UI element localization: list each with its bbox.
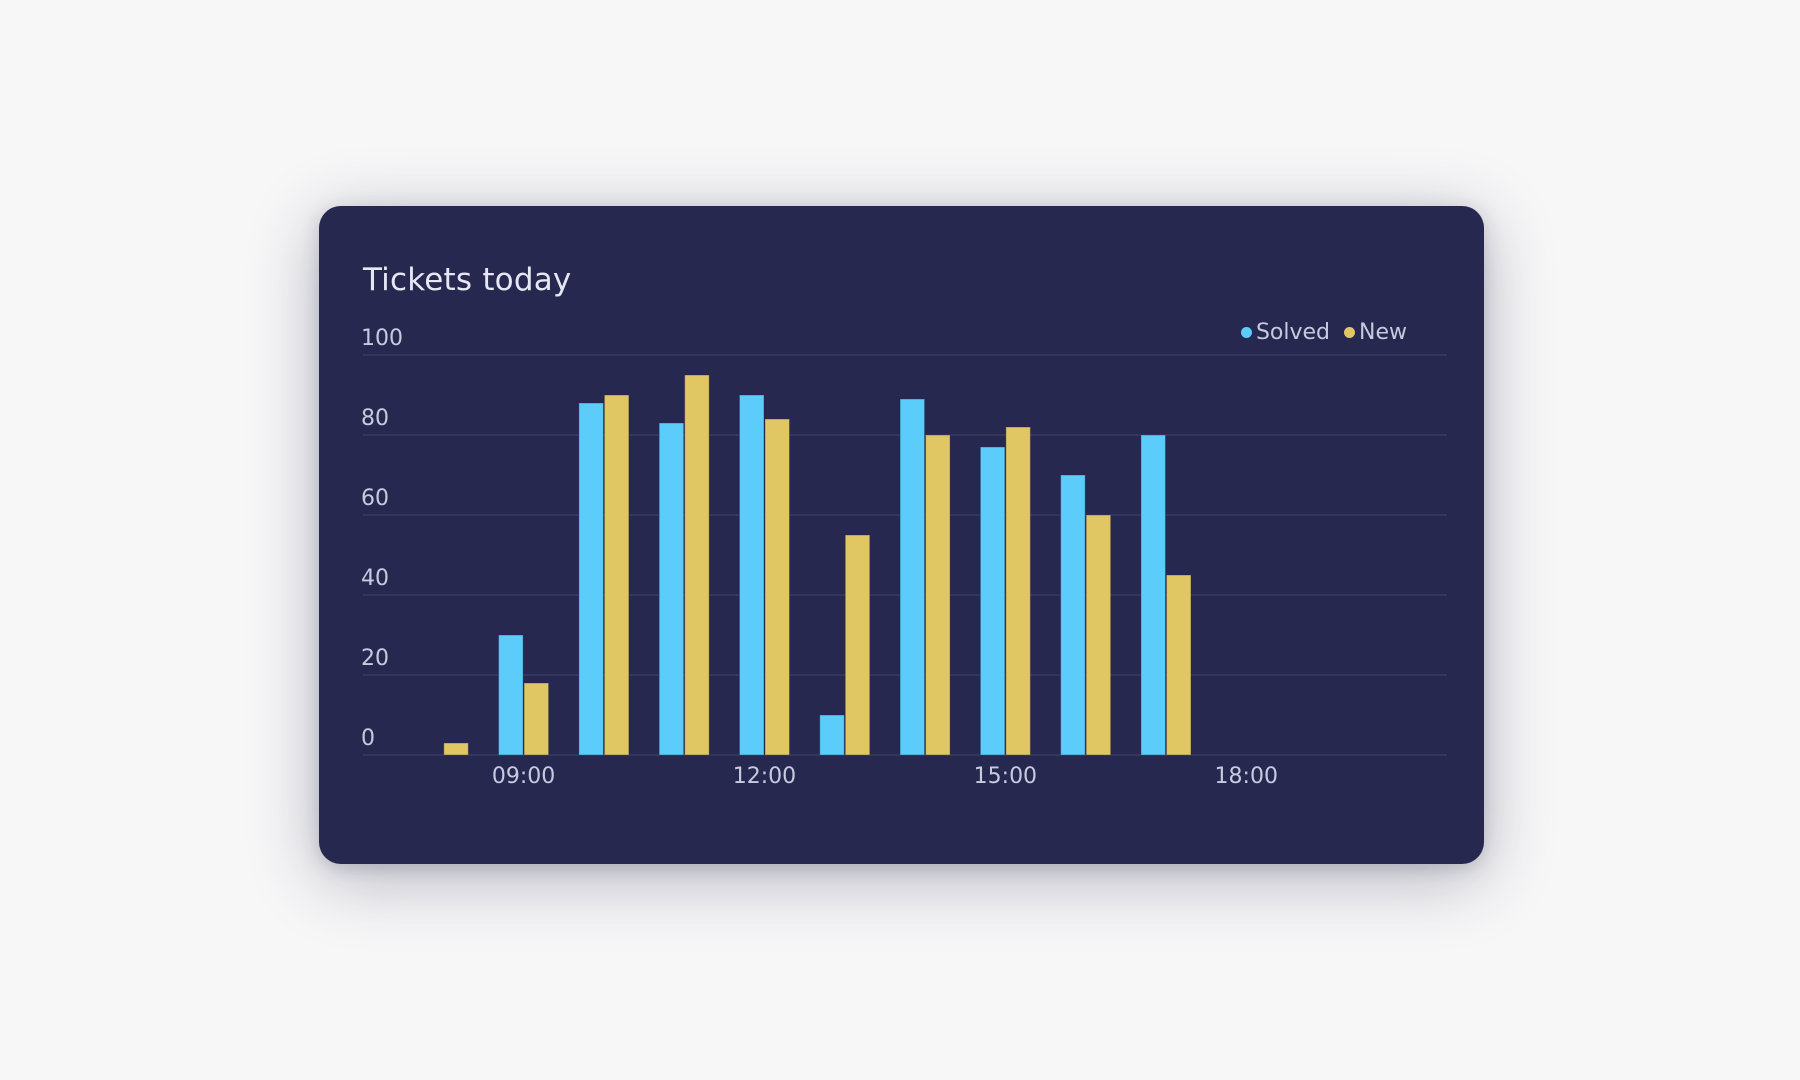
bar-new-1300	[844, 534, 871, 756]
bar-solved-1300	[819, 714, 845, 756]
legend-dot-solved	[1240, 327, 1252, 338]
bar-solved-1400	[899, 398, 926, 756]
legend-label-new: New	[1359, 320, 1407, 345]
bar-new-1000	[603, 394, 630, 756]
chart-title: Tickets today	[363, 262, 572, 298]
bar-new-1100	[684, 374, 710, 756]
x-tick-label-1800: 18:00	[1215, 764, 1278, 789]
bar-new-0900	[523, 682, 550, 756]
legend-item-solved[interactable]: Solved	[1240, 320, 1330, 345]
legend-item-new[interactable]: New	[1344, 320, 1407, 345]
bar-new-1400	[925, 434, 951, 756]
chart-legend: Solved New	[1240, 320, 1407, 345]
bar-new-1200	[764, 418, 790, 756]
y-tick-label-0: 0	[361, 726, 375, 751]
bar-solved-1600	[1060, 474, 1086, 756]
bar-solved-1000	[578, 402, 604, 756]
legend-label-solved: Solved	[1255, 320, 1330, 345]
bar-solved-1200	[738, 394, 765, 756]
bar-solved-1100	[658, 422, 685, 756]
x-tick-label-1500: 15:00	[974, 764, 1037, 789]
y-tick-label-60: 60	[361, 486, 389, 511]
bar-new-1500	[1005, 426, 1031, 756]
x-tick-label-1200: 12:00	[733, 764, 796, 789]
bar-solved-1500	[979, 446, 1006, 756]
y-tick-label-100: 100	[361, 326, 403, 351]
legend-dot-new	[1344, 327, 1355, 338]
bar-chart: 0 20 40 60 80 100 09:00 12:00 15:00 18:00	[361, 326, 1447, 789]
y-tick-label-20: 20	[361, 646, 389, 671]
chart-card: Tickets today Solved New 0 20 40 60 80 100 09:…	[319, 206, 1484, 864]
bar-solved-0900	[498, 634, 524, 756]
y-tick-label-80: 80	[361, 406, 389, 431]
x-tick-label-0900: 09:00	[492, 764, 555, 789]
bar-new-0800	[443, 742, 469, 756]
y-tick-label-40: 40	[361, 566, 389, 591]
bar-solved-1700	[1140, 434, 1166, 756]
bar-new-1700	[1165, 574, 1192, 756]
bar-new-1600	[1085, 514, 1112, 756]
